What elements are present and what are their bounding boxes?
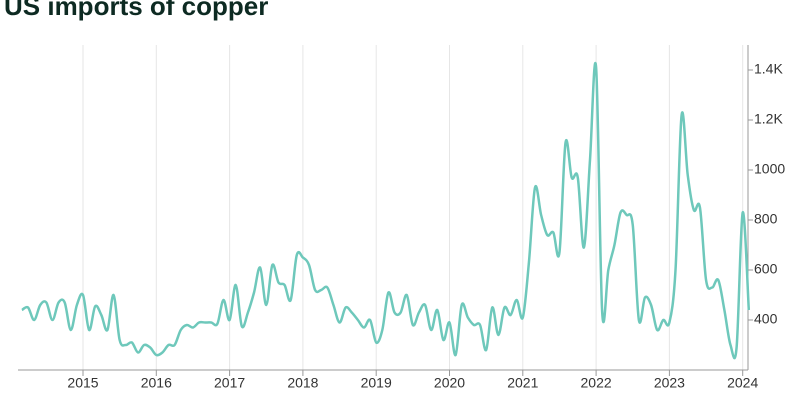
x-tick-label: 2019: [361, 375, 392, 391]
x-tick-label: 2017: [214, 375, 245, 391]
chart-title: US imports of copper: [4, 0, 268, 21]
x-tick-label: 2023: [654, 375, 685, 391]
y-tick-label: 600: [754, 261, 778, 277]
y-tick-label: 800: [754, 211, 778, 227]
y-tick-label: 1000: [754, 161, 785, 177]
x-tick-label: 2015: [67, 375, 98, 391]
data-line: [21, 62, 751, 360]
x-tick-label: 2018: [287, 375, 318, 391]
x-tick-label: 2024: [727, 375, 758, 391]
x-tick-label: 2021: [507, 375, 538, 391]
y-tick-label: 1.4K: [754, 61, 783, 77]
y-tick-label: 400: [754, 311, 778, 327]
x-tick-label: 2020: [434, 375, 465, 391]
x-tick-label: 2022: [581, 375, 612, 391]
y-tick-label: 1.2K: [754, 111, 783, 127]
x-tick-label: 2016: [141, 375, 172, 391]
